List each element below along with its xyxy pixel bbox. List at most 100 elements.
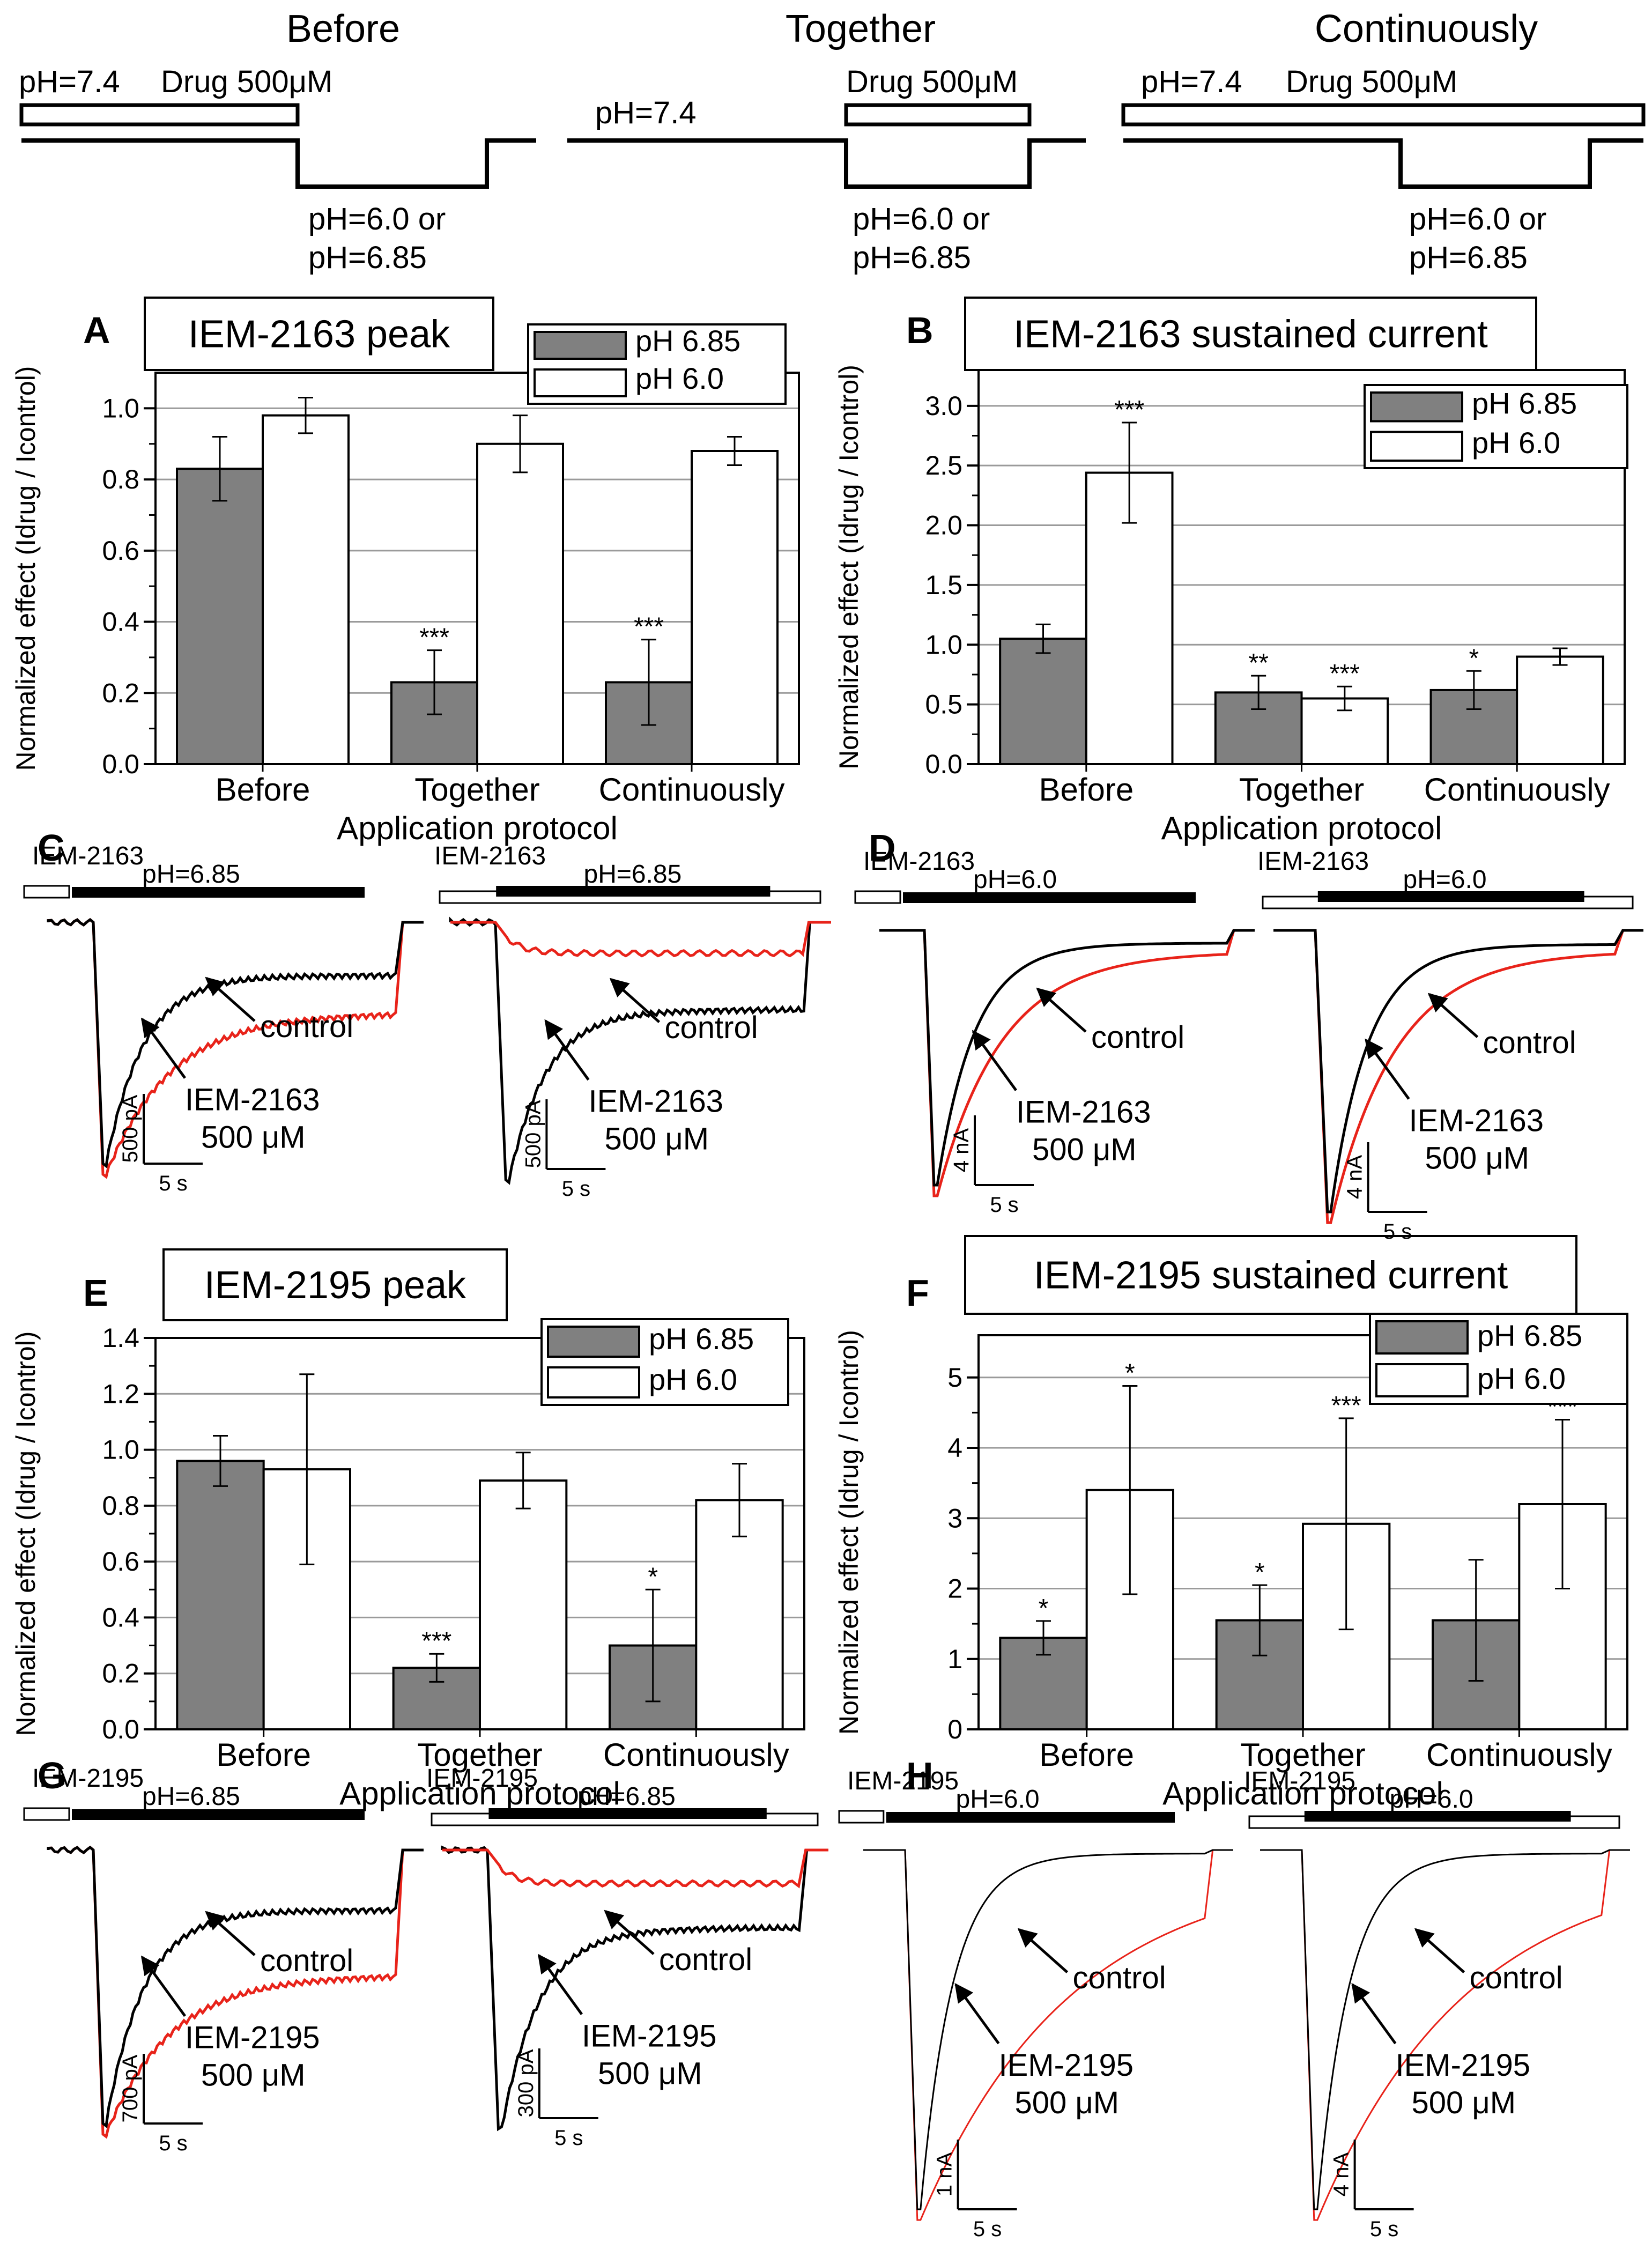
control-arrow <box>604 1910 655 1955</box>
chart-title: IEM-2195 peak <box>204 1264 466 1307</box>
y-tick-label: 5 <box>947 1363 962 1393</box>
y-axis-label: Normalized effect (Idrug / Icontrol) <box>834 1330 864 1735</box>
protocol-title: Before <box>286 8 400 50</box>
drug-bar <box>844 103 1032 127</box>
y-tick-label: 0.0 <box>102 1714 139 1744</box>
ph-step-line <box>567 138 1086 189</box>
panel-label: B <box>906 309 934 351</box>
control-arrow <box>205 1911 256 1956</box>
legend-swatch <box>1370 391 1463 423</box>
drug-bar-label: IEM-2163 <box>32 842 144 870</box>
significance-stars: *** <box>1331 1392 1361 1420</box>
y-tick-label: 1 <box>947 1644 962 1674</box>
panel-label: G <box>38 1755 66 1796</box>
y-tick-label: 1.5 <box>925 570 962 600</box>
drug-conc-label: 500 μM <box>598 2056 702 2091</box>
drug-conc-label: 500 μM <box>201 2058 306 2093</box>
control-label: control <box>260 1009 353 1044</box>
drug-conc-label: 500 μM <box>605 1122 709 1157</box>
drug-bar-label: IEM-2163 <box>1257 847 1369 876</box>
panel-label: E <box>83 1272 108 1314</box>
x-axis-label: Application protocol <box>1161 810 1442 846</box>
scale-x-label: 5 s <box>554 2126 583 2150</box>
significance-stars: *** <box>421 1627 451 1655</box>
drug-name-label: IEM-2163 <box>1016 1094 1151 1129</box>
chart-title: IEM-2195 sustained current <box>1034 1254 1508 1297</box>
legend-swatch <box>1370 431 1463 462</box>
y-tick-label: 0.4 <box>102 1602 139 1632</box>
significance-stars: ** <box>1248 649 1268 677</box>
x-axis-label: Application protocol <box>339 1775 620 1811</box>
ph-bar-label: pH=6.85 <box>142 860 240 889</box>
scale-x-label: 5 s <box>562 1177 590 1201</box>
legend-swatch <box>547 1366 640 1399</box>
y-tick-label: 3 <box>947 1503 962 1533</box>
x-tick-label: Continuously <box>599 772 785 808</box>
legend-label: pH 6.0 <box>1477 1362 1566 1395</box>
control-label: control <box>665 1010 758 1045</box>
bar-ph60 <box>479 1479 568 1730</box>
significance-stars: * <box>1125 1359 1135 1388</box>
y-axis-label: Normalized effect (Idrug / Icontrol) <box>11 366 41 771</box>
test-ph-line1: pH=6.0 or <box>1409 202 1546 236</box>
scale-x-label: 5 s <box>1370 2217 1398 2241</box>
protocol-continuously: Continuously pH=7.4 Drug 500μM pH=6.0 or… <box>1121 8 1646 275</box>
control-arrow <box>1427 993 1479 1038</box>
legend-label: pH 6.0 <box>635 361 724 395</box>
plot-frame <box>977 1334 1628 1730</box>
protocol-title: Together <box>786 8 936 50</box>
control-arrow <box>205 976 256 1022</box>
ph-bar-label: pH=6.85 <box>142 1782 240 1811</box>
drug-trace <box>1260 1849 1630 2221</box>
test-ph-line2: pH=6.85 <box>853 240 971 275</box>
drug-name-label: IEM-2163 <box>589 1084 723 1119</box>
panel-label: D <box>869 827 896 869</box>
y-tick-label: 1.4 <box>102 1323 139 1353</box>
significance-stars: *** <box>1330 660 1360 688</box>
drug-trace <box>442 1848 828 1889</box>
ph-hold-label: pH=7.4 <box>19 64 120 99</box>
scale-x-label: 5 s <box>990 1193 1018 1217</box>
scale-y-label: 4 nA <box>950 1128 973 1173</box>
drug-trace <box>47 917 424 1179</box>
x-tick-label: Before <box>1039 772 1134 808</box>
y-axis-label: Normalized effect (Idrug / Icontrol) <box>11 1331 41 1736</box>
drug-conc-label: 500 μM <box>1032 1132 1137 1167</box>
x-tick-label: Before <box>216 772 310 808</box>
drug-trace <box>47 1845 424 2139</box>
bar-ph60 <box>1516 655 1604 765</box>
drug-trace <box>450 921 831 958</box>
legend-label: pH 6.85 <box>1472 387 1577 420</box>
control-label: control <box>659 1942 752 1977</box>
panel-label: C <box>38 827 65 869</box>
ph-application-bar <box>1304 1811 1571 1822</box>
bar-ph685 <box>999 638 1087 765</box>
protocol-before: Before pH=7.4 Drug 500μM pH=6.0 or pH=6.… <box>19 8 536 275</box>
y-tick-label: 0.2 <box>102 678 139 708</box>
y-tick-label: 2.5 <box>925 450 962 480</box>
scale-x-label: 5 s <box>159 2132 187 2155</box>
legend-swatch <box>534 331 627 360</box>
y-tick-label: 0.6 <box>102 536 139 566</box>
y-tick-label: 0 <box>947 1714 962 1744</box>
drug-bar <box>19 103 300 127</box>
drug-arrow <box>537 1954 583 2015</box>
drug-arrow <box>140 1955 187 2017</box>
drug-arrow <box>140 1017 187 1079</box>
scale-y-label: 4 nA <box>1343 1155 1367 1200</box>
y-tick-label: 0.0 <box>102 749 139 779</box>
control-label: control <box>1073 1960 1166 1995</box>
bar-ph60 <box>262 414 350 765</box>
drug-trace <box>879 929 1255 1197</box>
drug-arrow <box>544 1019 590 1081</box>
control-trace <box>47 1845 424 2129</box>
y-tick-label: 2.0 <box>925 510 962 541</box>
y-tick-label: 1.0 <box>102 393 139 423</box>
legend-label: pH 6.0 <box>1472 426 1560 460</box>
legend-label: pH 6.85 <box>635 324 740 358</box>
legend-swatch <box>1375 1320 1469 1355</box>
ph-bar-label: pH=6.85 <box>584 860 682 889</box>
